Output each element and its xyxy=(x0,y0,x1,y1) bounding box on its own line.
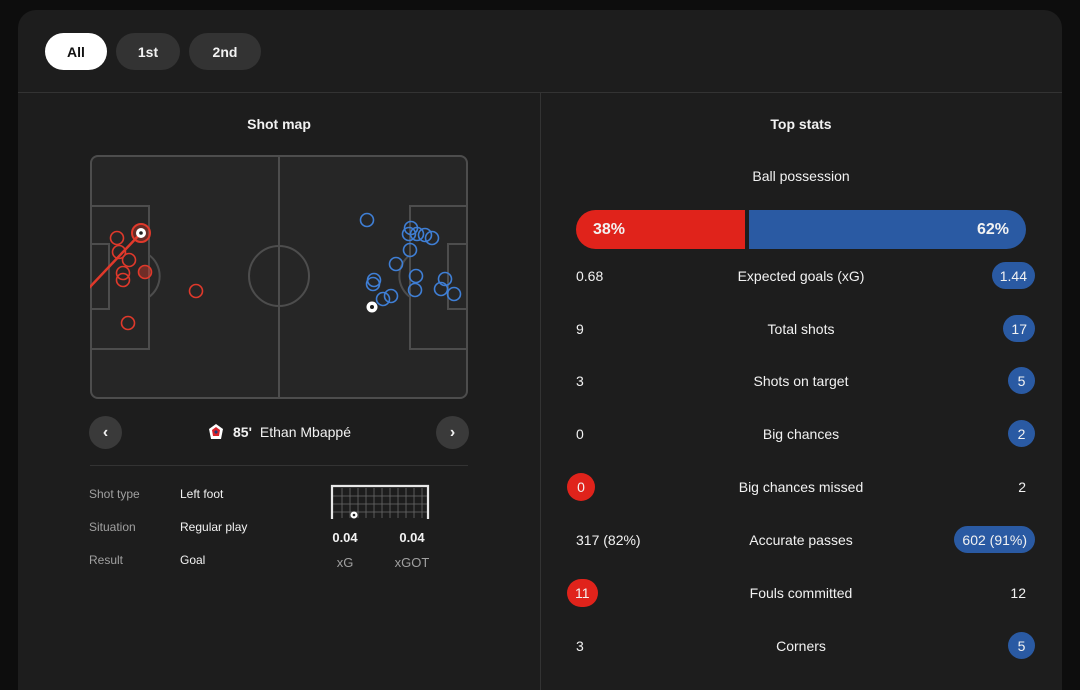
chevron-left-icon: ‹ xyxy=(102,423,109,441)
tab-all[interactable]: All xyxy=(45,33,107,70)
xgot-label: xGOT xyxy=(394,555,430,570)
goal-shot-home xyxy=(131,223,151,243)
away-shot xyxy=(407,282,423,298)
stat-home-value: 3 xyxy=(576,638,584,654)
period-tabs: All 1st 2nd xyxy=(45,33,261,70)
away-shot xyxy=(437,271,453,287)
home-shot xyxy=(137,264,153,280)
possession-bar: 38% 62% xyxy=(576,210,1026,249)
situation-label: Situation xyxy=(89,520,136,534)
away-shot xyxy=(402,242,418,258)
home-shot xyxy=(121,252,137,268)
xg-value: 0.04 xyxy=(332,530,358,545)
stat-away-value: 2 xyxy=(1018,479,1026,495)
stat-row-expected-goals: Expected goals (xG) 0.68 1.44 xyxy=(540,262,1062,292)
possession-home: 38% xyxy=(576,210,745,249)
away-shot xyxy=(365,276,381,292)
result-value: Goal xyxy=(180,553,206,567)
shot-trajectory xyxy=(90,232,142,289)
away-shot xyxy=(433,281,449,297)
goal-shot-away xyxy=(366,301,378,313)
tab-2nd[interactable]: 2nd xyxy=(189,33,261,70)
stat-home-value: 0 xyxy=(567,473,595,501)
away-shot xyxy=(401,226,417,242)
home-shot xyxy=(115,265,131,281)
stat-row-shots-on-target: Shots on target 3 5 xyxy=(540,367,1062,397)
situation-value: Regular play xyxy=(180,520,248,534)
stat-home-value: 0 xyxy=(576,426,584,442)
stat-away-value: 5 xyxy=(1008,632,1035,659)
stat-name: Expected goals (xG) xyxy=(737,268,865,284)
stat-home-value: 0.68 xyxy=(576,268,604,284)
away-shots xyxy=(359,212,462,307)
away-shot xyxy=(408,268,424,284)
stat-away-value: 2 xyxy=(1008,420,1035,447)
away-shot xyxy=(446,286,462,302)
stat-row-fouls-committed: Fouls committed 11 12 xyxy=(540,579,1062,609)
possession-away: 62% xyxy=(749,210,1026,249)
lille-crest-icon xyxy=(209,424,223,439)
column-divider xyxy=(540,93,541,690)
previous-shot-button[interactable]: ‹ xyxy=(89,416,122,449)
stat-away-value: 5 xyxy=(1008,367,1035,394)
shot-minute: 85' xyxy=(233,424,252,440)
shot-type-value: Left foot xyxy=(180,487,224,501)
stat-row-corners: Corners 3 5 xyxy=(540,632,1062,662)
header-divider xyxy=(18,92,1062,93)
shot-map-title: Shot map xyxy=(247,116,311,132)
xg-label: xG xyxy=(336,555,354,570)
shot-detail-divider xyxy=(90,465,468,466)
stat-name: Total shots xyxy=(767,321,835,337)
stat-name: Shots on target xyxy=(753,373,849,389)
possession-label: Ball possession xyxy=(752,168,850,184)
top-stats-title: Top stats xyxy=(770,116,832,132)
tab-1st[interactable]: 1st xyxy=(116,33,180,70)
chevron-right-icon: › xyxy=(449,423,456,441)
away-shot xyxy=(388,256,404,272)
away-shot xyxy=(417,227,433,243)
home-shot xyxy=(109,230,125,246)
stat-row-total-shots: Total shots 9 17 xyxy=(540,315,1062,345)
match-stats-card: All 1st 2nd Shot map xyxy=(18,10,1062,690)
home-shot xyxy=(111,244,127,260)
shot-player: Ethan Mbappé xyxy=(259,424,351,440)
home-shot xyxy=(115,272,131,288)
next-shot-button[interactable]: › xyxy=(436,416,469,449)
shot-type-label: Shot type xyxy=(89,487,140,501)
home-shot xyxy=(120,315,136,331)
away-shot xyxy=(424,230,440,246)
away-shot xyxy=(409,226,425,242)
away-shot xyxy=(359,212,375,228)
goal-frame-icon xyxy=(330,484,430,519)
result-label: Result xyxy=(89,553,124,567)
home-shots xyxy=(109,230,204,331)
away-shot xyxy=(375,291,391,307)
stat-home-value: 317 (82%) xyxy=(576,532,641,548)
selected-shot-label: 85' Ethan Mbappé xyxy=(90,423,468,441)
stat-name: Big chances xyxy=(762,426,840,442)
stat-away-value: 17 xyxy=(1003,315,1035,342)
stat-name: Accurate passes xyxy=(749,532,853,548)
shot-map-pitch[interactable] xyxy=(90,155,468,399)
stat-home-value: 9 xyxy=(576,321,584,337)
stat-home-value: 3 xyxy=(576,373,584,389)
xgot-value: 0.04 xyxy=(399,530,425,545)
away-shot xyxy=(383,288,399,304)
home-shot xyxy=(188,283,204,299)
stat-row-accurate-passes: Accurate passes 317 (82%) 602 (91%) xyxy=(540,526,1062,556)
stat-name: Corners xyxy=(776,638,826,654)
stat-name: Fouls committed xyxy=(749,585,853,601)
stat-away-value: 602 (91%) xyxy=(954,526,1035,553)
stat-row-big-chances: Big chances 0 2 xyxy=(540,420,1062,450)
stat-away-value: 12 xyxy=(1010,585,1026,601)
stat-away-value: 1.44 xyxy=(991,262,1035,289)
stat-row-big-chances-missed: Big chances missed 0 2 xyxy=(540,473,1062,503)
stat-name: Big chances missed xyxy=(738,479,864,495)
stat-home-value: 11 xyxy=(567,579,598,607)
